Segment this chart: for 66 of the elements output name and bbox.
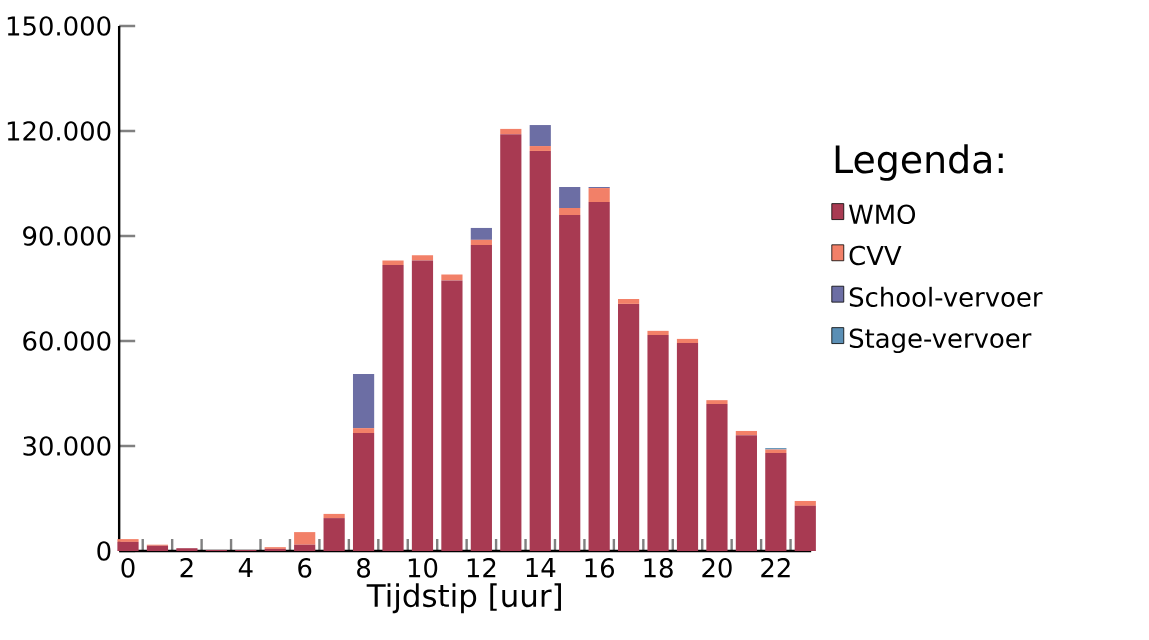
- bar: [352, 428, 375, 434]
- bar: [647, 330, 669, 336]
- x-tick-label: 6: [298, 558, 312, 578]
- bar: [588, 188, 610, 203]
- bar: [411, 260, 434, 551]
- bar: [618, 299, 640, 304]
- legend-title: Legenda:: [835, 144, 1003, 181]
- bar: [529, 146, 551, 151]
- bar: [294, 532, 316, 545]
- bar: [500, 134, 522, 551]
- x-tick-label: 12: [467, 558, 496, 578]
- y-tick-label: 120.000: [7, 121, 111, 141]
- bar: [706, 400, 728, 404]
- bar: [529, 125, 551, 147]
- bar: [294, 544, 316, 551]
- legend-label: CVV: [849, 245, 902, 266]
- bar: [323, 518, 345, 551]
- x-tick-label: 14: [526, 558, 556, 577]
- bar: [470, 245, 492, 551]
- bar: [176, 548, 198, 551]
- bar: [500, 128, 522, 135]
- x-tick-label: 16: [585, 558, 614, 578]
- bar: [117, 539, 139, 542]
- bar: [352, 373, 375, 429]
- x-axis-title: Tijdstip [uur]: [366, 583, 561, 614]
- bar: [676, 338, 699, 344]
- bar: [794, 505, 816, 551]
- bar: [618, 303, 640, 551]
- x-tick-label: 20: [702, 558, 732, 578]
- bar: [559, 214, 581, 551]
- x-tick-label: 0: [121, 558, 135, 578]
- y-tick-label: 150.000: [7, 16, 111, 36]
- legend-label: School-vervoer: [849, 286, 1043, 307]
- bar: [117, 541, 139, 551]
- bar: [382, 260, 404, 266]
- x-tick-label: 8: [357, 558, 371, 578]
- bar: [706, 404, 728, 551]
- legend-label: Stage-vervoer: [849, 328, 1032, 354]
- bar: [352, 433, 375, 551]
- x-tick-label: 10: [408, 558, 438, 578]
- bar: [647, 335, 669, 551]
- bar: [470, 239, 492, 246]
- bar: [588, 202, 610, 551]
- bar: [735, 430, 757, 436]
- y-tick-label: 0: [97, 541, 111, 561]
- bar: [735, 435, 757, 551]
- x-tick-label: 2: [180, 558, 193, 578]
- bar: [559, 186, 581, 208]
- x-tick-label: 4: [238, 558, 253, 577]
- y-tick-label: 90.000: [23, 226, 111, 246]
- bar: [146, 545, 169, 551]
- legend-label: WMO: [849, 204, 916, 225]
- bar: [470, 227, 492, 240]
- bar: [323, 513, 345, 519]
- y-tick-label: 30.000: [23, 436, 111, 456]
- bar: [382, 265, 404, 551]
- x-tick-label: 22: [761, 558, 790, 578]
- bar: [441, 280, 463, 551]
- bar: [559, 207, 581, 215]
- bar: [529, 150, 551, 551]
- x-tick-label: 18: [644, 558, 673, 578]
- bar: [794, 500, 816, 506]
- bar: [411, 255, 434, 261]
- bar: [765, 453, 787, 551]
- bar: [676, 343, 699, 551]
- y-tick-label: 60.000: [23, 331, 111, 351]
